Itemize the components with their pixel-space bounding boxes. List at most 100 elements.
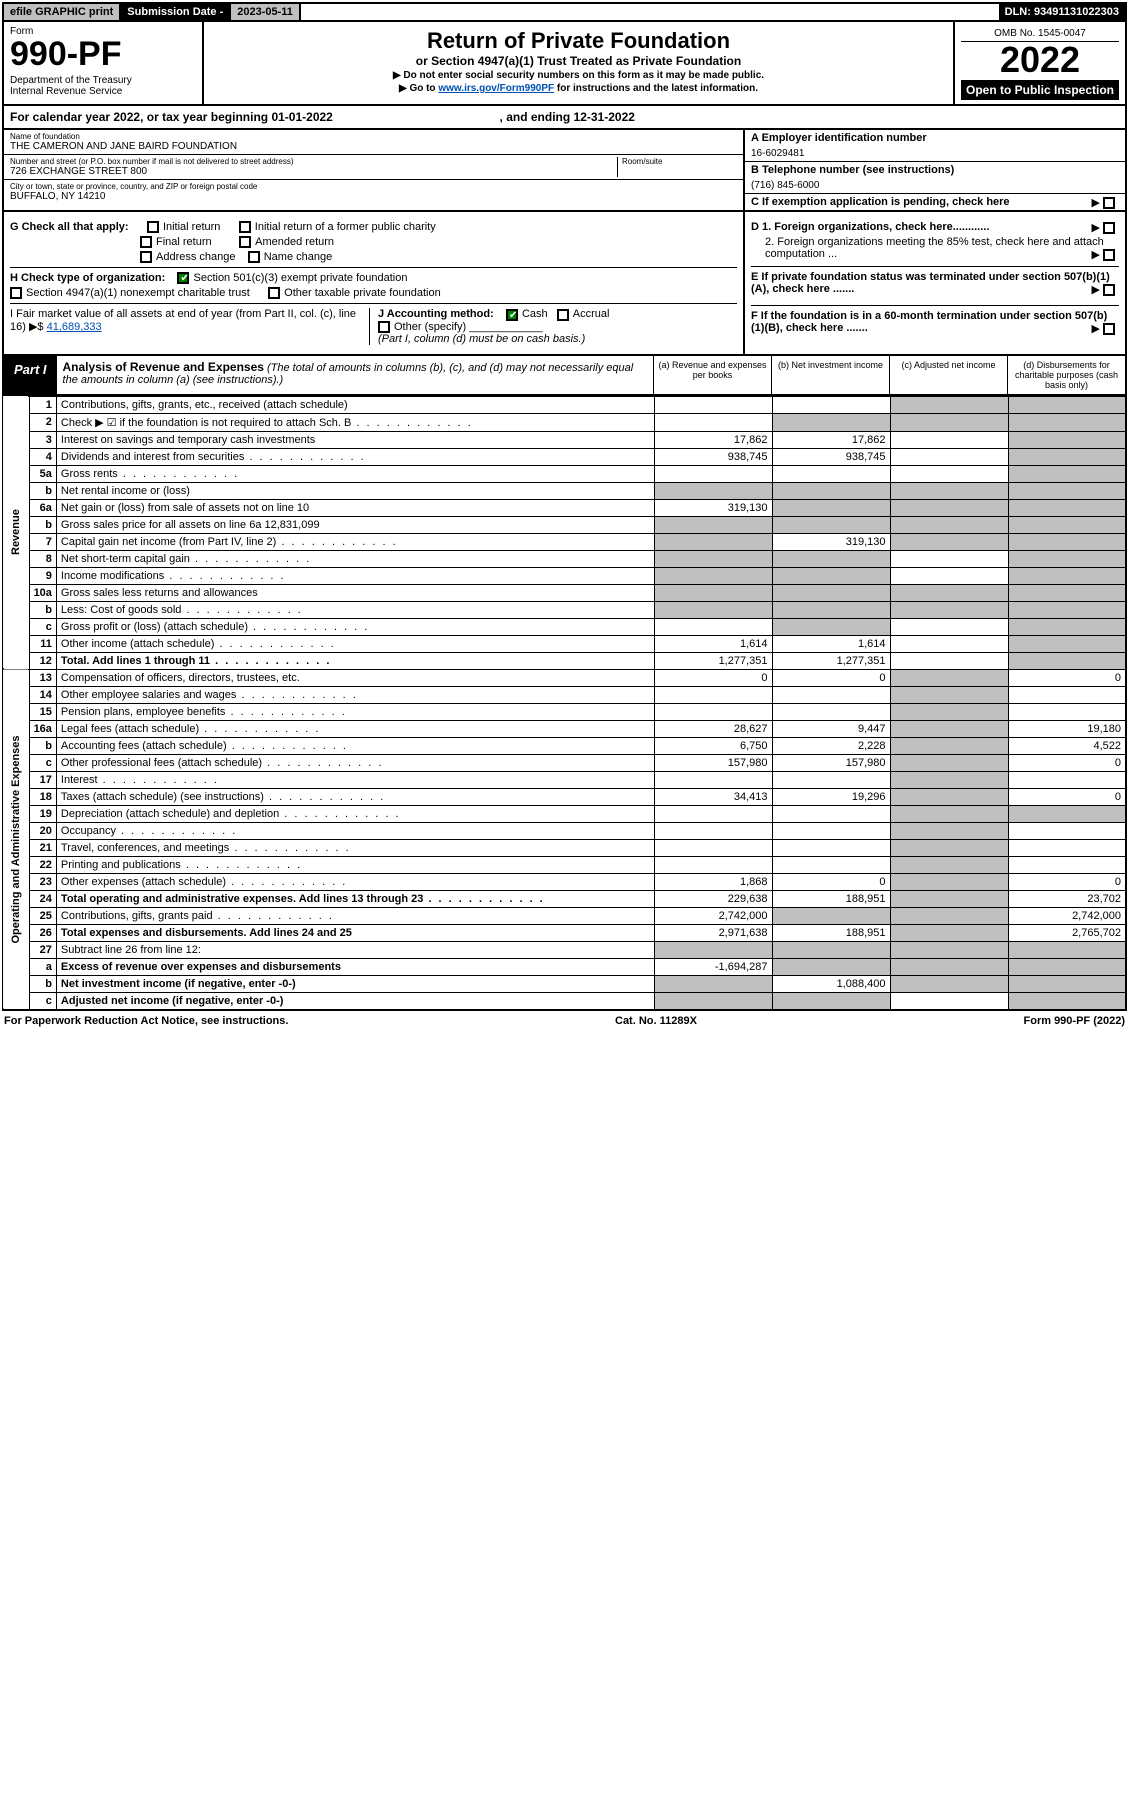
table-row: 11Other income (attach schedule)1,6141,6… [3, 635, 1126, 652]
fmv-value[interactable]: 41,689,333 [47, 321, 102, 333]
amt-b [772, 839, 890, 856]
j-cash-cb[interactable] [506, 309, 518, 321]
line-desc: Net short-term capital gain [56, 550, 654, 567]
line-num: 26 [29, 924, 56, 941]
amt-a: 1,868 [654, 873, 772, 890]
form-title: Return of Private Foundation [210, 28, 947, 54]
j-note: (Part I, column (d) must be on cash basi… [378, 333, 585, 345]
table-row: bNet rental income or (loss) [3, 482, 1126, 499]
amt-dd: 0 [1008, 788, 1126, 805]
amt-dd [1008, 499, 1126, 516]
amt-b [772, 618, 890, 635]
line-num: 2 [29, 413, 56, 431]
amt-c [890, 601, 1008, 618]
tax-year: 2022 [961, 42, 1119, 78]
amt-b: 1,614 [772, 635, 890, 652]
h-label: H Check type of organization: [10, 272, 165, 284]
amt-b [772, 499, 890, 516]
c-checkbox[interactable] [1103, 197, 1115, 209]
line-num: 10a [29, 584, 56, 601]
amt-a [654, 975, 772, 992]
amt-c [890, 431, 1008, 448]
amt-dd: 4,522 [1008, 737, 1126, 754]
side-label: Operating and Administrative Expenses [3, 669, 29, 1010]
amt-a: 2,971,638 [654, 924, 772, 941]
amt-dd [1008, 516, 1126, 533]
foundation-name: THE CAMERON AND JANE BAIRD FOUNDATION [10, 141, 737, 152]
amt-dd [1008, 805, 1126, 822]
line-num: 25 [29, 907, 56, 924]
j-accrual-cb[interactable] [557, 309, 569, 321]
table-row: bLess: Cost of goods sold [3, 601, 1126, 618]
e-cb[interactable] [1103, 284, 1115, 296]
amt-b [772, 396, 890, 413]
table-row: 2Check ▶ ☑ if the foundation is not requ… [3, 413, 1126, 431]
amt-c [890, 482, 1008, 499]
amt-c [890, 907, 1008, 924]
line-num: c [29, 754, 56, 771]
amt-b [772, 465, 890, 482]
amt-c [890, 499, 1008, 516]
amt-dd [1008, 448, 1126, 465]
line-desc: Contributions, gifts, grants, etc., rece… [56, 396, 654, 413]
line-num: c [29, 992, 56, 1010]
g-initial-former-cb[interactable] [239, 221, 251, 233]
form-number: 990-PF [10, 37, 196, 71]
table-row: 14Other employee salaries and wages [3, 686, 1126, 703]
line-num: 13 [29, 669, 56, 686]
line-num: a [29, 958, 56, 975]
g-addr-change-cb[interactable] [140, 251, 152, 263]
g-initial-cb[interactable] [147, 221, 159, 233]
line-num: 18 [29, 788, 56, 805]
amt-c [890, 788, 1008, 805]
table-row: cAdjusted net income (if negative, enter… [3, 992, 1126, 1010]
table-row: 25Contributions, gifts, grants paid2,742… [3, 907, 1126, 924]
amt-b [772, 686, 890, 703]
amt-a [654, 839, 772, 856]
form990pf-link[interactable]: www.irs.gov/Form990PF [438, 83, 554, 94]
line-desc: Printing and publications [56, 856, 654, 873]
f-label: F If the foundation is in a 60-month ter… [751, 310, 1107, 334]
amt-dd [1008, 992, 1126, 1010]
j-other-cb[interactable] [378, 321, 390, 333]
amt-b [772, 516, 890, 533]
line-desc: Interest [56, 771, 654, 788]
amt-a [654, 856, 772, 873]
table-row: 3Interest on savings and temporary cash … [3, 431, 1126, 448]
line-desc: Travel, conferences, and meetings [56, 839, 654, 856]
e-label: E If private foundation status was termi… [751, 271, 1110, 295]
h-other-cb[interactable] [268, 287, 280, 299]
amt-dd [1008, 396, 1126, 413]
amt-dd [1008, 533, 1126, 550]
amt-b: 17,862 [772, 431, 890, 448]
footer-left: For Paperwork Reduction Act Notice, see … [4, 1015, 288, 1027]
line-desc: Net investment income (if negative, ente… [56, 975, 654, 992]
amt-a: 229,638 [654, 890, 772, 907]
g-final-cb[interactable] [140, 236, 152, 248]
line-num: b [29, 516, 56, 533]
amt-a [654, 584, 772, 601]
line-num: 5a [29, 465, 56, 482]
amt-c [890, 975, 1008, 992]
footer-mid: Cat. No. 11289X [615, 1015, 697, 1027]
d2-cb[interactable] [1103, 249, 1115, 261]
col-c-hdr: (c) Adjusted net income [889, 356, 1007, 394]
f-cb[interactable] [1103, 323, 1115, 335]
form-subtitle: or Section 4947(a)(1) Trust Treated as P… [210, 54, 947, 68]
table-row: 20Occupancy [3, 822, 1126, 839]
efile-label[interactable]: efile GRAPHIC print [4, 4, 121, 20]
amt-b: 938,745 [772, 448, 890, 465]
d1-cb[interactable] [1103, 222, 1115, 234]
table-row: 22Printing and publications [3, 856, 1126, 873]
h-501c3-cb[interactable] [177, 272, 189, 284]
amt-dd [1008, 465, 1126, 482]
line-desc: Depreciation (attach schedule) and deple… [56, 805, 654, 822]
g-name-change-cb[interactable] [248, 251, 260, 263]
g-amended-cb[interactable] [239, 236, 251, 248]
h-4947-cb[interactable] [10, 287, 22, 299]
amt-dd: 0 [1008, 873, 1126, 890]
amt-dd [1008, 856, 1126, 873]
amt-b: 157,980 [772, 754, 890, 771]
addr-label: Number and street (or P.O. box number if… [10, 157, 617, 166]
amt-b [772, 992, 890, 1010]
